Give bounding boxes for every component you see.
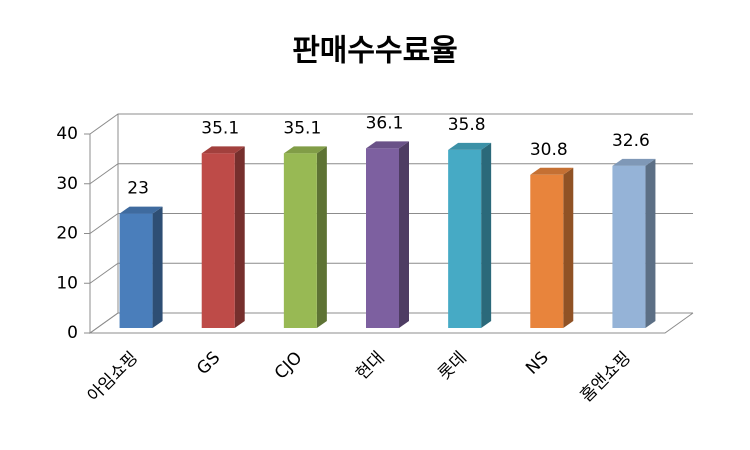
bar-front <box>201 153 235 328</box>
x-tick-label: 현대 <box>352 348 388 384</box>
bar-side <box>645 158 656 328</box>
x-tick-label: 홈앤쇼핑 <box>577 348 635 406</box>
value-label: 35.8 <box>448 115 486 135</box>
bar-front <box>119 213 153 328</box>
bar-front <box>283 153 317 328</box>
value-label: 32.6 <box>612 131 650 151</box>
x-tick-label: NS <box>522 348 553 379</box>
bar-side <box>563 167 574 328</box>
bar-top <box>283 146 327 154</box>
bar-top <box>201 146 245 154</box>
bar-side <box>481 142 492 328</box>
grid-line <box>89 113 693 135</box>
value-label: 23 <box>127 179 149 199</box>
floor <box>90 312 694 334</box>
bar-side <box>399 141 409 328</box>
x-tick-label: 아임쇼핑 <box>84 348 142 406</box>
bar <box>530 167 574 328</box>
bar-side <box>316 146 327 328</box>
bar <box>283 146 327 328</box>
bar-side <box>152 206 163 328</box>
y-tick-label: 30 <box>56 174 78 194</box>
bar <box>612 158 656 328</box>
y-tick-label: 40 <box>56 124 78 144</box>
bar <box>366 141 409 328</box>
bar-front <box>530 174 564 328</box>
x-tick-label: 롯데 <box>434 348 470 384</box>
value-label: 35.1 <box>201 118 239 138</box>
value-label: 35.1 <box>283 118 321 138</box>
bar-top <box>366 141 409 149</box>
bar <box>201 146 245 328</box>
x-tick-label: GS <box>193 348 224 379</box>
grid-line <box>89 262 693 284</box>
bar-top <box>448 142 492 150</box>
value-label: 36.1 <box>366 113 404 133</box>
grid-line <box>89 163 693 185</box>
y-tick-label: 0 <box>67 323 78 343</box>
bar <box>119 206 163 328</box>
bar-front <box>366 148 399 328</box>
grid-line <box>89 213 693 234</box>
y-tick-label: 10 <box>56 273 78 293</box>
x-tick-label: CJO <box>271 348 307 384</box>
bar-top <box>612 158 656 166</box>
grid-line <box>89 312 693 334</box>
chart-title: 판매수수료율 <box>292 34 458 69</box>
bar-top <box>530 167 574 175</box>
bar-top <box>119 206 163 214</box>
bar-side <box>234 146 245 328</box>
bar-front <box>612 165 646 328</box>
bar <box>448 142 492 328</box>
bar-front <box>448 149 482 328</box>
value-label: 30.8 <box>530 140 568 160</box>
y-tick-label: 20 <box>56 224 78 244</box>
